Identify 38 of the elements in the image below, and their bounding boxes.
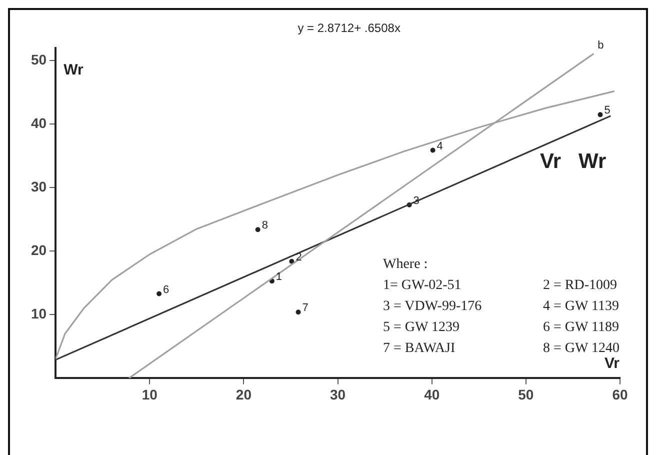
annotation: 6 = GW 1189 — [543, 320, 619, 335]
annotation: b — [598, 40, 604, 52]
annotation: 3 = VDW-99-176 — [383, 299, 482, 314]
x-tick-label: 40 — [424, 386, 440, 402]
y-tick-label: 40 — [30, 115, 47, 132]
annotation: 1 — [276, 271, 282, 284]
point — [296, 310, 301, 315]
annotation: 2 — [296, 251, 302, 264]
y-tick-label: 30 — [30, 178, 47, 195]
annotation: 2 = RD-1009 — [543, 278, 618, 293]
text: y = 2.8712+ .6508x — [298, 21, 400, 35]
y-tick-label: 10 — [30, 306, 47, 322]
annotation: 4 — [436, 140, 443, 152]
point — [255, 227, 260, 232]
x-axis-title: Vr — [604, 355, 620, 372]
x-tick-label: 20 — [236, 386, 252, 402]
point — [289, 258, 294, 264]
annotation: Where : — [383, 257, 428, 272]
annotation: 1= GW-02-51 — [383, 278, 462, 293]
y-axis-title: Wr — [64, 62, 84, 79]
point — [430, 148, 436, 153]
annotation: 6 — [163, 284, 170, 296]
point — [156, 291, 162, 296]
x-tick-label: 50 — [518, 386, 534, 402]
annotation: 8 — [262, 220, 268, 232]
annotation: 5 — [604, 104, 610, 117]
x-tick-label: 30 — [330, 386, 346, 402]
text: Vr Wr — [540, 150, 606, 173]
annotation: 7 = BAWAJI — [383, 341, 456, 356]
x-tick-label: 60 — [612, 386, 628, 402]
x-tick-label: 10 — [142, 386, 158, 402]
point — [598, 112, 603, 118]
y-tick-label: 50 — [30, 52, 47, 68]
annotation: 8 = GW 1240 — [543, 341, 620, 356]
annotation: 7 — [302, 302, 308, 314]
annotation: 5 = GW 1239 — [383, 320, 460, 335]
y-tick-label: 20 — [30, 242, 47, 258]
annotation: 4 = GW 1139 — [543, 299, 619, 314]
